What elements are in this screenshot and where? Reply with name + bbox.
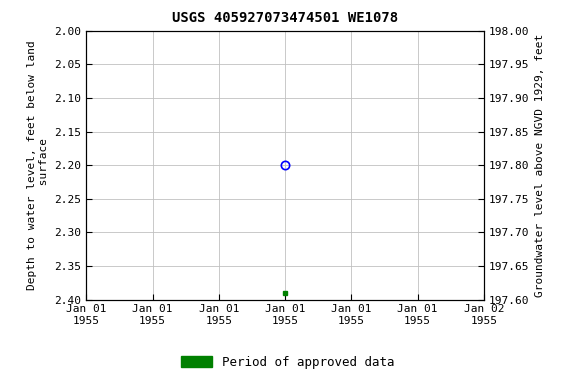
Y-axis label: Groundwater level above NGVD 1929, feet: Groundwater level above NGVD 1929, feet [535,33,545,297]
Title: USGS 405927073474501 WE1078: USGS 405927073474501 WE1078 [172,12,398,25]
Y-axis label: Depth to water level, feet below land
 surface: Depth to water level, feet below land su… [28,40,49,290]
Legend: Period of approved data: Period of approved data [176,351,400,374]
